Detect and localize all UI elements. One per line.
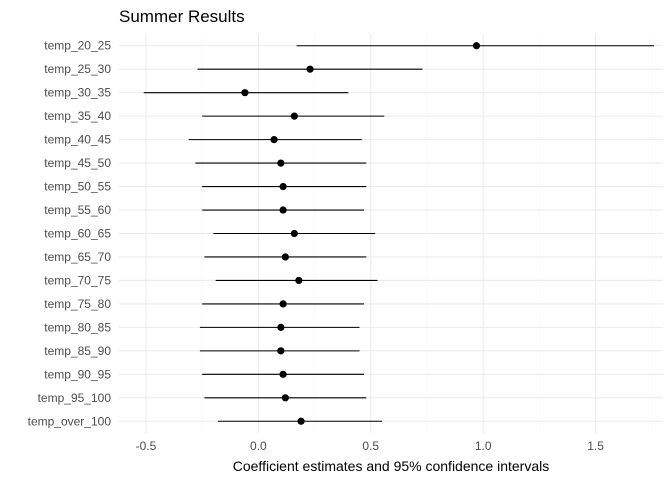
y-tick-label: temp_40_45 bbox=[44, 133, 111, 147]
estimate-point bbox=[277, 159, 285, 167]
y-tick-label: temp_95_100 bbox=[38, 391, 112, 405]
y-tick-label: temp_90_95 bbox=[44, 367, 111, 381]
chart-marks bbox=[143, 42, 655, 425]
x-tick-label: 0.0 bbox=[250, 439, 267, 453]
x-tick-label: -0.5 bbox=[136, 439, 157, 453]
x-axis-label: Coefficient estimates and 95% confidence… bbox=[233, 458, 549, 474]
y-tick-label: temp_60_65 bbox=[44, 227, 111, 241]
y-tick-label: temp_30_35 bbox=[44, 86, 111, 100]
estimate-point bbox=[281, 394, 289, 402]
y-tick-label: temp_over_100 bbox=[28, 414, 112, 428]
estimate-point bbox=[297, 417, 305, 425]
estimate-point bbox=[279, 206, 287, 214]
y-tick-label: temp_20_25 bbox=[44, 39, 111, 53]
estimate-point bbox=[279, 182, 287, 191]
x-tick-label: 1.5 bbox=[587, 439, 604, 453]
estimate-point bbox=[277, 323, 285, 331]
estimate-point bbox=[279, 370, 287, 378]
x-tick-label: 1.0 bbox=[475, 439, 492, 453]
y-tick-label: temp_65_70 bbox=[44, 250, 111, 264]
estimate-point bbox=[277, 347, 285, 355]
y-tick-label: temp_75_80 bbox=[44, 297, 111, 311]
y-tick-label: temp_85_90 bbox=[44, 344, 111, 358]
x-tick-labels: -0.5 0.0 0.5 1.0 1.5 bbox=[136, 439, 605, 453]
y-tick-labels: temp_20_25 temp_25_30 temp_30_35 temp_35_40… bbox=[28, 39, 112, 429]
grid bbox=[119, 34, 663, 433]
chart-title: Summer Results bbox=[119, 7, 245, 26]
estimate-point bbox=[241, 89, 249, 97]
estimate-point bbox=[295, 276, 303, 285]
estimate-point bbox=[279, 300, 287, 308]
y-tick-label: temp_70_75 bbox=[44, 273, 111, 287]
estimate-point bbox=[472, 42, 481, 50]
estimate-point bbox=[290, 229, 298, 238]
y-tick-label: temp_80_85 bbox=[44, 320, 111, 334]
estimate-point bbox=[290, 112, 298, 120]
estimate-point bbox=[270, 136, 278, 144]
y-tick-label: temp_50_55 bbox=[44, 180, 111, 194]
y-tick-label: temp_35_40 bbox=[44, 109, 111, 123]
estimate-point bbox=[306, 65, 314, 73]
y-tick-label: temp_45_50 bbox=[44, 156, 111, 170]
y-tick-label: temp_55_60 bbox=[44, 203, 111, 217]
y-tick-label: temp_25_30 bbox=[44, 62, 111, 76]
estimate-point bbox=[281, 253, 289, 261]
x-tick-label: 0.5 bbox=[362, 439, 379, 453]
